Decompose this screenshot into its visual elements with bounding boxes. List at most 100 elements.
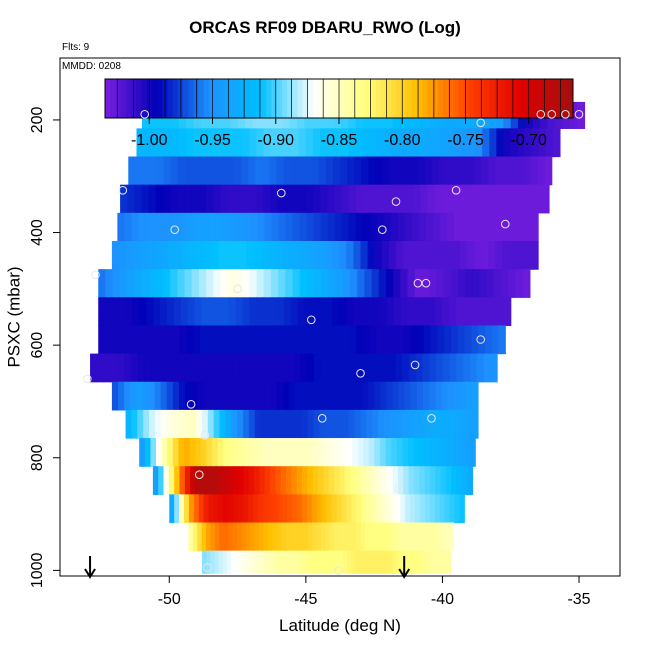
heatmap-cell	[496, 297, 505, 327]
heatmap-cell	[403, 240, 411, 270]
heatmap-cell	[509, 240, 518, 270]
heatmap-cell	[251, 438, 258, 467]
heatmap-cell	[336, 494, 342, 524]
heatmap-cell	[321, 494, 328, 524]
heatmap-cell	[368, 156, 376, 186]
heatmap-cell	[395, 409, 403, 439]
heatmap-cell	[378, 522, 384, 552]
heatmap-cell	[329, 522, 335, 552]
heatmap-cell	[216, 466, 223, 495]
heatmap-cell	[334, 184, 343, 214]
heatmap-cell	[396, 550, 402, 574]
heatmap-cell	[318, 466, 324, 495]
heatmap-cell	[220, 156, 228, 186]
heatmap-cell	[413, 438, 420, 467]
heatmap-cell	[396, 325, 405, 355]
colorbar-swatch	[401, 79, 408, 118]
heatmap-cell	[523, 156, 532, 186]
heatmap-cell	[195, 466, 202, 495]
heatmap-cell	[201, 522, 207, 552]
heatmap-cell	[380, 494, 387, 524]
heatmap-cell	[285, 269, 294, 298]
heatmap-cell	[537, 156, 546, 186]
heatmap-cell	[445, 240, 454, 270]
heatmap-cell	[569, 101, 578, 129]
heatmap-cell	[227, 325, 235, 355]
heatmap-cell	[276, 381, 284, 411]
heatmap-cell	[118, 297, 127, 327]
heatmap-cell	[513, 184, 521, 214]
heatmap-cell	[374, 240, 383, 270]
heatmap-cell	[408, 466, 415, 495]
heatmap-cell	[329, 438, 336, 467]
heatmap-cell	[285, 212, 294, 242]
heatmap-cell	[263, 522, 269, 552]
heatmap-cell	[235, 128, 243, 158]
heatmap-cell	[170, 184, 178, 214]
heatmap-cell	[125, 297, 134, 327]
heatmap-cell	[438, 156, 447, 186]
heatmap-cell	[391, 184, 400, 214]
heatmap-cell	[214, 128, 222, 158]
heatmap-cell	[178, 438, 185, 467]
heatmap-cell	[301, 325, 310, 355]
heatmap-cell	[395, 522, 401, 552]
heatmap-cell	[286, 353, 295, 383]
heatmap-cell	[190, 240, 198, 270]
colorbar-swatch	[250, 79, 257, 118]
heatmap-cell	[456, 466, 463, 495]
heatmap-cell	[407, 409, 414, 439]
heatmap-cell	[149, 156, 158, 186]
heatmap-cell	[242, 297, 251, 327]
heatmap-cell	[407, 297, 416, 327]
heatmap-cell	[234, 269, 243, 298]
heatmap-cell	[349, 381, 357, 411]
heatmap-cell	[424, 240, 433, 270]
heatmap-cell	[380, 550, 385, 574]
heatmap-cell	[222, 466, 229, 495]
heatmap-cell	[403, 325, 411, 355]
heatmap-cell	[313, 381, 320, 411]
heatmap-cell	[191, 381, 198, 411]
heatmap-cell	[445, 156, 454, 186]
heatmap-cell	[235, 550, 240, 574]
heatmap-cell	[355, 550, 361, 574]
heatmap-cell	[241, 522, 247, 552]
heatmap-cell	[400, 494, 406, 524]
heatmap-cell	[430, 438, 437, 467]
heatmap-cell	[213, 184, 221, 214]
heatmap-cell	[294, 325, 303, 355]
heatmap-cell	[490, 353, 498, 383]
heatmap-cell	[462, 297, 471, 327]
heatmap-cell	[301, 409, 309, 439]
heatmap-cell	[414, 269, 423, 298]
heatmap-cell	[234, 438, 241, 467]
y-tick-label: 200	[29, 106, 46, 133]
heatmap-cell	[145, 212, 154, 242]
heatmap-cell	[267, 494, 274, 524]
heatmap-cell	[392, 466, 399, 495]
heatmap-cell	[541, 184, 550, 214]
heatmap-cell	[215, 297, 223, 327]
heatmap-cell	[348, 409, 356, 439]
heatmap-cell	[174, 466, 181, 495]
heatmap-cell	[198, 494, 205, 524]
heatmap-cell	[185, 381, 192, 411]
heatmap-cell	[503, 297, 512, 327]
colorbar-swatch	[495, 79, 501, 118]
heatmap-cell	[147, 240, 156, 270]
heatmap-cell	[284, 128, 293, 158]
heatmap-cell	[472, 269, 481, 298]
heatmap-cell	[363, 438, 370, 467]
heatmap-cell	[191, 184, 200, 214]
heatmap-cell	[517, 212, 525, 242]
sample-point	[394, 484, 404, 494]
heatmap-cell	[130, 381, 137, 411]
heatmap-cell	[490, 297, 498, 327]
heatmap-cell	[538, 128, 547, 158]
heatmap-cell	[256, 297, 264, 327]
heatmap-cell	[341, 353, 349, 383]
heatmap-cell	[407, 269, 416, 298]
heatmap-cell	[431, 156, 440, 186]
heatmap-cell	[119, 269, 128, 298]
